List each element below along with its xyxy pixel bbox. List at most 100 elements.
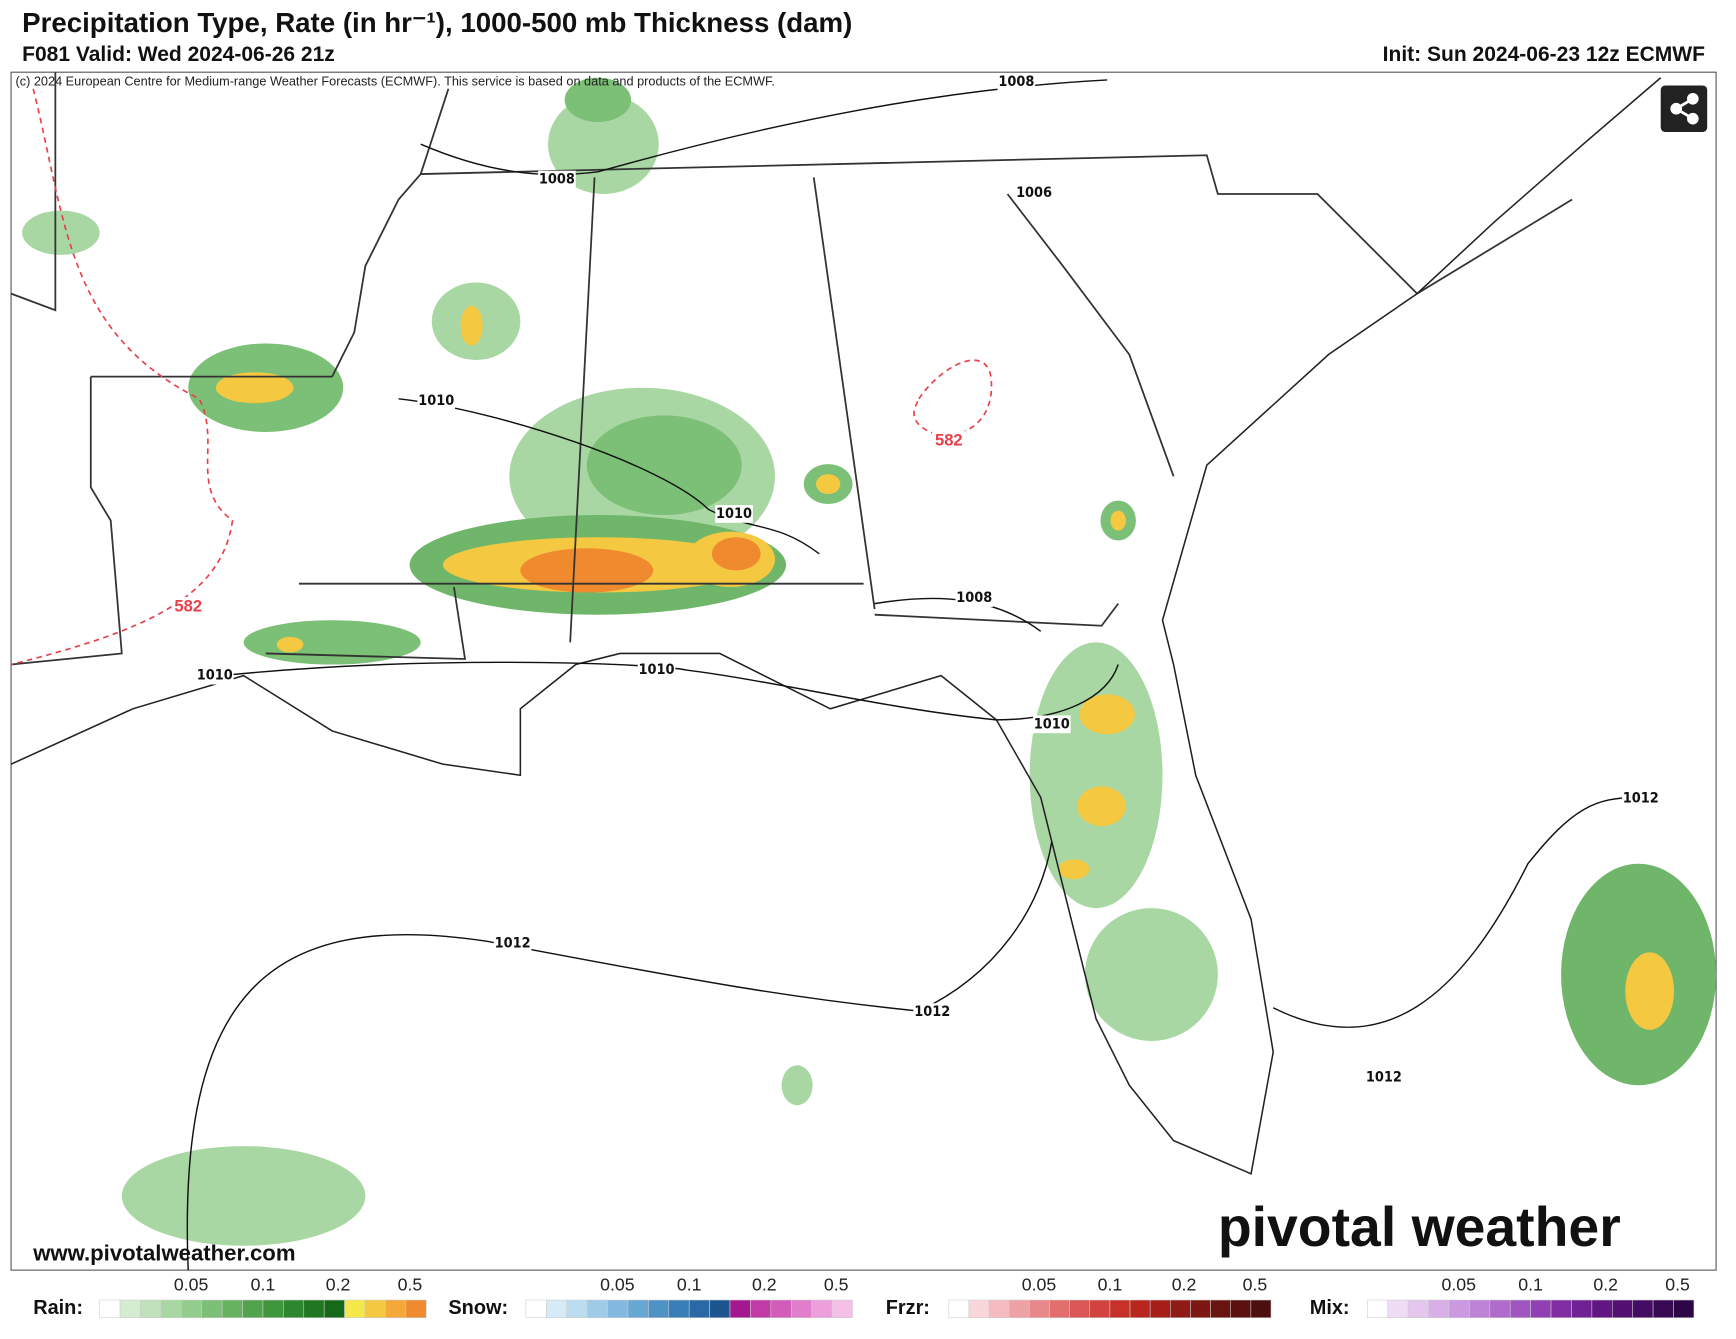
isobar-label: 1012 [1366, 1069, 1402, 1085]
isobar-label: 1012 [1623, 790, 1659, 806]
legend-tick: 0.1 [1518, 1274, 1543, 1294]
legend-name: Frzr: [886, 1297, 930, 1319]
legend-swatch [1190, 1299, 1211, 1319]
legend-tick: 0.05 [1022, 1274, 1057, 1294]
legend-swatch [283, 1299, 305, 1319]
isobar-label: 1008 [998, 74, 1034, 90]
legend-tick: 0.1 [677, 1274, 702, 1294]
isobar-label: 1012 [914, 1004, 950, 1020]
legend-swatch [1428, 1299, 1450, 1319]
share-icon [1670, 92, 1699, 125]
legend-swatch [119, 1299, 141, 1319]
label-bg [171, 596, 205, 617]
isobar-label: 1006 [1016, 185, 1052, 201]
legend-swatch [770, 1299, 792, 1319]
legend-swatch [405, 1299, 427, 1319]
state-borders [10, 72, 1573, 666]
legend-swatch [648, 1299, 670, 1319]
legend-swatch [1069, 1299, 1091, 1319]
legend-swatch [1230, 1299, 1252, 1319]
legend-swatch [525, 1299, 547, 1319]
label-bg [493, 934, 532, 953]
legend-name: Rain: [33, 1297, 83, 1319]
legend-tick: 0.5 [1243, 1274, 1268, 1294]
isobar-label: 1010 [716, 506, 752, 522]
legend-swatch [1387, 1299, 1409, 1319]
legend-swatch [1673, 1299, 1695, 1319]
legend-tick: 0.2 [326, 1274, 351, 1294]
legend-swatch [181, 1299, 202, 1319]
legend-swatch [790, 1299, 812, 1319]
init-time: Init: Sun 2024-06-23 12z ECMWF [1383, 43, 1705, 66]
legend-tick: 0.5 [398, 1274, 423, 1294]
label-bg [1621, 789, 1660, 808]
copyright: (c) 2024 European Centre for Medium-rang… [16, 74, 775, 89]
thickness-label: 582 [174, 596, 202, 615]
legend-tick: 0.2 [1593, 1274, 1618, 1294]
label-bg [932, 430, 966, 451]
legend-tick: 0.05 [174, 1274, 209, 1294]
coastline [10, 77, 1662, 1175]
label-bg [955, 589, 994, 607]
legend-swatch [1210, 1299, 1232, 1319]
label-bg [637, 661, 676, 679]
isobar-label: 1012 [495, 936, 531, 952]
label-bg [997, 73, 1036, 92]
isobar-label: 1008 [539, 172, 575, 188]
legend-swatch [385, 1299, 407, 1319]
legend-swatch [140, 1299, 162, 1319]
legend-swatch [1129, 1299, 1151, 1319]
isobar-label: 1010 [418, 393, 454, 409]
legend-swatch [729, 1299, 751, 1319]
legend-swatch [303, 1299, 325, 1319]
legend: Rain: 0.05 0.1 0.2 0.5 Snow: 0.05 0.1 0.2 0.5 Frzr… [33, 1274, 1695, 1319]
legend-swatch [627, 1299, 649, 1319]
legend-tick: 0.5 [1665, 1274, 1690, 1294]
label-bg [538, 170, 576, 189]
legend-name: Mix: [1310, 1297, 1350, 1319]
legend-swatch [1367, 1299, 1389, 1319]
legend-swatch [242, 1299, 264, 1319]
map-frame [10, 71, 1717, 1271]
legend-swatch [750, 1299, 772, 1319]
legend-swatch [831, 1299, 853, 1319]
legend-swatch [1571, 1299, 1593, 1319]
legend-swatch [546, 1299, 567, 1319]
legend-swatch [1632, 1299, 1654, 1319]
legend-tick: 0.1 [251, 1274, 276, 1294]
legend-swatch [1509, 1299, 1531, 1319]
legend-swatch [262, 1299, 284, 1319]
isobar-label: 1010 [1034, 716, 1070, 732]
legend-swatch [323, 1299, 345, 1319]
legend-swatch [364, 1299, 386, 1319]
logo: pivotal weather [1218, 1196, 1621, 1258]
isobar-label: 1010 [639, 662, 675, 678]
label-bg [913, 1003, 952, 1022]
legend-swatch [1049, 1299, 1070, 1319]
legend-swatch [1530, 1299, 1552, 1319]
title: Precipitation Type, Rate (in hr⁻¹), 1000… [22, 7, 852, 38]
legend-swatch [1149, 1299, 1171, 1319]
legend-swatch [1250, 1299, 1272, 1319]
legend-swatch [811, 1299, 833, 1319]
legend-tick: 0.05 [1442, 1274, 1477, 1294]
legend-swatch [344, 1299, 366, 1319]
legend-swatch [1448, 1299, 1470, 1319]
legend-swatch [1109, 1299, 1131, 1319]
legend-swatch [948, 1299, 970, 1319]
legend-tick: 0.5 [824, 1274, 849, 1294]
isobars [186, 79, 1639, 1271]
legend-tick: 0.2 [752, 1274, 777, 1294]
label-bg [715, 505, 753, 523]
legend-swatch [1612, 1299, 1633, 1319]
legend-swatch [1652, 1299, 1674, 1319]
legend-swatch [1407, 1299, 1429, 1319]
label-bg [1365, 1068, 1403, 1087]
legend-name: Snow: [448, 1297, 508, 1319]
share-button[interactable] [1660, 85, 1708, 132]
legend-swatch [586, 1299, 608, 1319]
legend-swatch [1170, 1299, 1191, 1319]
website: www.pivotalweather.com [32, 1240, 295, 1265]
legend-swatch [1089, 1299, 1111, 1319]
map: (c) 2024 European Centre for Medium-rang… [10, 71, 1717, 1271]
